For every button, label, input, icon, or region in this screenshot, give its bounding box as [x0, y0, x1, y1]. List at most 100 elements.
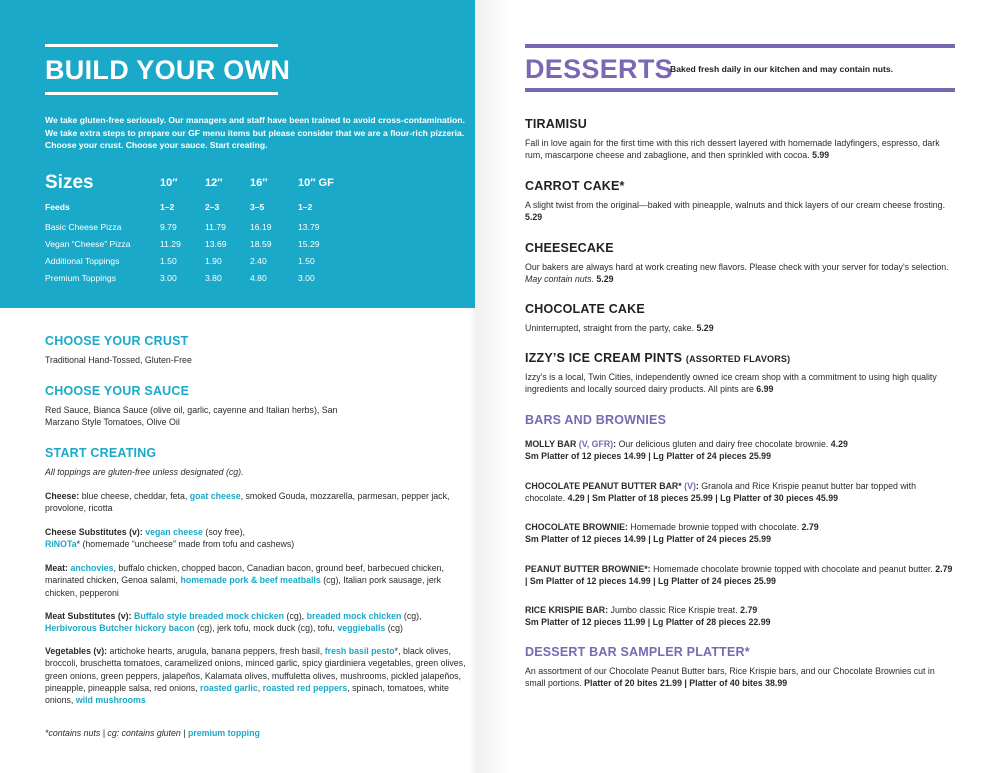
topping-group: Meat: anchovies, buffalo chicken, choppe… — [45, 562, 470, 599]
text: , — [257, 682, 261, 693]
size-row: Feeds 1–2 2–3 3–5 1–2 — [45, 196, 334, 218]
text: (cg), Italian pork sausage, jerk chicken… — [45, 575, 442, 598]
bar-label: CHOCOLATE PEANUT BUTTER BAR* — [525, 481, 682, 491]
text: *, black olives, broccoli, bruschetta to… — [45, 646, 466, 693]
bar-label: MOLLY BAR — [525, 439, 577, 449]
text: All toppings are gluten-free unless desi… — [45, 467, 244, 477]
text-hl: veggieballs — [337, 623, 386, 634]
bar-label: CHOCOLATE BROWNIE: — [525, 522, 628, 532]
sampler-desc: An assortment of our Chocolate Peanut Bu… — [525, 665, 955, 690]
bar-label: : — [613, 439, 617, 449]
topping-group: Meat Substitutes (v): Buffalo style brea… — [45, 610, 470, 635]
price: 4.29 | Sm Platter of 18 pieces 25.99 | L… — [567, 493, 838, 504]
text-hl: wild mushrooms — [75, 695, 146, 706]
text: blue cheese, cheddar, feta, — [81, 491, 188, 501]
text-c3: 16″ — [250, 177, 268, 189]
text: (soy free), — [205, 527, 245, 537]
dessert-name: TIRAMISU — [525, 117, 587, 131]
intro: We take gluten-free seriously. Our manag… — [45, 115, 465, 151]
text: , spinach, tomatoes, white onions, — [45, 682, 449, 706]
text-hl: Herbivorous Butcher hickory bacon — [45, 623, 195, 634]
bar-label: (V) — [684, 481, 696, 491]
dessert-name: IZZY’S ICE CREAM PINTS (ASSORTED FLAVORS… — [525, 351, 790, 365]
size-cell: 3.00 — [160, 272, 177, 283]
price: 2.79 — [801, 522, 819, 532]
text-hl: Buffalo style breaded mock chicken — [133, 611, 285, 621]
price: Sm Platter of 12 pieces 11.99 | Lg Platt… — [525, 617, 771, 628]
bar-label: PEANUT BUTTER BROWNIE*: — [525, 564, 651, 574]
text: *contains nuts | cg: contains gluten | — [45, 728, 186, 738]
build-title: BUILD YOUR OWN — [45, 55, 291, 85]
desc: A slight twist from the original—baked w… — [525, 200, 946, 210]
price: 6.99 — [756, 384, 774, 395]
text-hl: premium topping — [187, 728, 260, 738]
size-cell: 4.80 — [250, 272, 267, 283]
build-panel — [0, 0, 475, 308]
size-cell: Feeds — [45, 202, 70, 212]
dessert-desc: Fall in love again for the first time wi… — [525, 137, 955, 162]
text-c0: Sizes — [45, 172, 94, 193]
bar-label: (V, GFR) — [578, 439, 614, 449]
bar-item: RICE KRISPIE BAR: Jumbo classic Rice Kri… — [525, 604, 955, 629]
name: CHOCOLATE CAKE — [525, 302, 645, 316]
dessert-desc: Uninterrupted, straight from the party, … — [525, 322, 955, 334]
desc: Uninterrupted, straight from the party, … — [525, 323, 695, 333]
desc: Homemade brownie topped with chocolate. — [630, 522, 800, 532]
name: IZZY’S ICE CREAM PINTS — [525, 351, 683, 365]
size-cell: 1–2 — [160, 202, 175, 212]
price: 5.99 — [812, 150, 830, 161]
text: (cg) — [387, 623, 403, 634]
text-hl: homemade pork & beef meatballs — [180, 575, 321, 586]
size-cell: 3.80 — [205, 272, 222, 283]
header-row: Sizes 10″ 12″ 16″ 10″ GF — [45, 170, 334, 196]
size-cell: 1–2 — [298, 202, 313, 212]
dessert-desc: A slight twist from the original—baked w… — [525, 199, 955, 224]
bar-item: CHOCOLATE PEANUT BUTTER BAR* (V): Granol… — [525, 480, 955, 505]
section-heading: BARS AND BROWNIES — [525, 413, 667, 427]
text: Meat Substitutes (v): — [45, 611, 132, 621]
text-hl: breaded mock chicken — [306, 611, 402, 621]
note: All toppings are gluten-free unless desi… — [45, 466, 470, 478]
price: 2.79 — [740, 605, 758, 615]
desc: Our delicious gluten and dairy free choc… — [618, 439, 829, 449]
text: , smoked Gouda, mozzarella, parmesan, pe… — [45, 491, 450, 514]
size-cell: Basic Cheese Pizza — [45, 221, 122, 232]
dessert-desc: Our bakers are always hard at work creat… — [525, 261, 955, 286]
text: Cheese Substitutes (v): — [45, 527, 143, 537]
size-cell: 3.00 — [298, 272, 315, 283]
name: CARROT CAKE* — [525, 179, 625, 193]
size-cell: 15.29 — [298, 238, 320, 249]
text: (cg), — [403, 611, 422, 621]
text-hl: roasted red peppers — [262, 682, 348, 693]
heading: CHOOSE YOUR SAUCE — [45, 384, 190, 398]
size-cell: Premium Toppings — [45, 272, 117, 283]
rule — [45, 44, 278, 47]
rule — [525, 88, 955, 92]
rule — [525, 44, 955, 48]
size-cell: 16.19 — [250, 221, 272, 232]
desc: An assortment of our Chocolate Peanut Bu… — [525, 666, 935, 689]
topping-group: Vegetables (v): artichoke hearts, arugul… — [45, 645, 470, 706]
price: 5.29 — [596, 274, 614, 285]
price: 4.29 — [830, 439, 848, 449]
text: 10″ GF — [298, 177, 334, 189]
size-row: Vegan “Cheese” Pizza 11.29 13.69 18.59 15.29 — [45, 235, 334, 252]
price: 5.29 — [696, 323, 714, 333]
heading: START CREATING — [45, 446, 157, 460]
desc: Homemade chocolate brownie topped with c… — [653, 564, 933, 574]
text: Cheese: — [45, 491, 80, 501]
dessert-desc: Izzy's is a local, Twin Cities, independ… — [525, 371, 955, 396]
gutter-shadow — [470, 0, 510, 773]
name: CHEESECAKE — [525, 241, 614, 255]
size-cell: 9.79 — [160, 221, 177, 232]
text-c1: 10″ — [160, 177, 178, 189]
desc: Fall in love again for the first time wi… — [525, 138, 940, 161]
size-cell: Vegan “Cheese” Pizza — [45, 238, 131, 249]
topping-group: Cheese Substitutes (v): vegan cheese (so… — [45, 526, 470, 551]
size-cell: 11.79 — [205, 221, 226, 232]
text: (cg), — [286, 611, 305, 621]
size-cell: 2–3 — [205, 202, 220, 212]
text: artichoke hearts, arugula, banana pepper… — [109, 646, 323, 656]
size-cell: 1.90 — [205, 255, 222, 266]
